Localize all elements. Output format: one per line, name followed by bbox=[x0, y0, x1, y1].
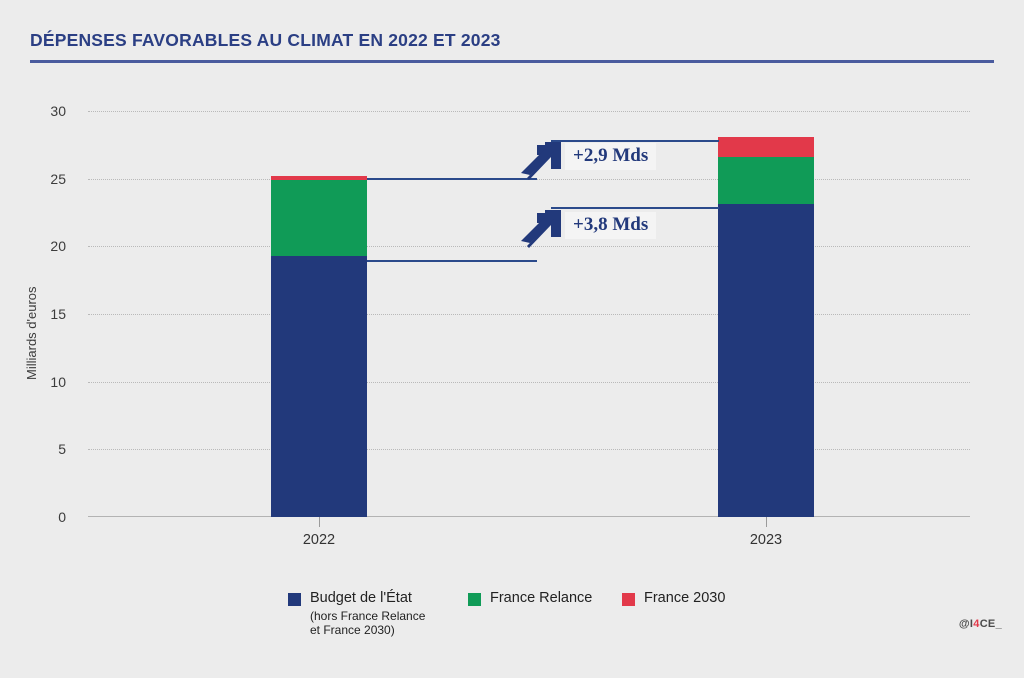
y-tick-label-5: 5 bbox=[58, 441, 66, 458]
bar-segment-2023-france2030[interactable] bbox=[718, 136, 814, 157]
chart-title: DÉPENSES FAVORABLES AU CLIMAT EN 2022 ET… bbox=[30, 30, 501, 50]
plot-area bbox=[88, 111, 970, 517]
y-tick-label-30: 30 bbox=[50, 103, 66, 119]
watermark-i4ce: @I4CE_ bbox=[959, 618, 1002, 630]
annotation-top-baseline bbox=[367, 178, 537, 180]
bar-segment-2022-budget[interactable] bbox=[271, 255, 367, 517]
y-tick-label-15: 15 bbox=[50, 306, 66, 322]
y-axis-labels: 30 25 20 15 10 5 0 bbox=[0, 103, 78, 525]
legend-swatch-france2030 bbox=[622, 593, 635, 606]
y-tick-label-25: 25 bbox=[50, 170, 66, 187]
annotation-label-bottom: +3,8 Mds bbox=[565, 212, 657, 239]
bar-segment-2023-budget[interactable] bbox=[718, 204, 814, 517]
legend-label-budget: Budget de l'État bbox=[310, 590, 412, 606]
x-tick-2023 bbox=[766, 517, 767, 527]
watermark-highlight: 4 bbox=[973, 618, 980, 630]
legend-sublabel-budget: (hors France Relance et France 2030) bbox=[310, 609, 426, 637]
x-axis-baseline bbox=[88, 516, 970, 517]
bar-segment-2023-relance[interactable] bbox=[718, 157, 814, 205]
bar-segment-2022-relance[interactable] bbox=[271, 180, 367, 256]
x-tick-2022 bbox=[319, 517, 320, 527]
y-tick-label-20: 20 bbox=[50, 238, 66, 255]
x-axis-label-2023: 2023 bbox=[749, 532, 783, 548]
watermark-suffix: CE_ bbox=[979, 618, 1002, 630]
annotation-top-targetline bbox=[551, 140, 719, 142]
legend-swatch-relance bbox=[468, 593, 481, 606]
annotation-bottom-targetline bbox=[551, 207, 719, 209]
title-underline bbox=[30, 60, 994, 63]
watermark-prefix: @I bbox=[958, 618, 974, 630]
legend-label-relance: France Relance bbox=[490, 590, 593, 606]
legend-swatch-budget bbox=[288, 593, 301, 606]
annotation-label-top: +2,9 Mds bbox=[565, 143, 657, 170]
gridline-30 bbox=[88, 111, 970, 112]
title-block: DÉPENSES FAVORABLES AU CLIMAT EN 2022 ET… bbox=[30, 30, 994, 63]
annotation-bottom-baseline bbox=[367, 260, 537, 262]
gridline-15 bbox=[88, 314, 970, 315]
arrow-up-right-icon-top bbox=[519, 140, 565, 185]
legend-label-france2030: France 2030 bbox=[644, 590, 726, 606]
y-tick-label-10: 10 bbox=[50, 373, 66, 390]
legend: Budget de l'État (hors France Relance et… bbox=[288, 590, 928, 650]
x-axis-label-2022: 2022 bbox=[302, 532, 336, 548]
gridline-10 bbox=[88, 381, 970, 383]
y-tick-label-0: 0 bbox=[58, 509, 66, 525]
arrow-up-right-icon-bottom bbox=[519, 208, 565, 253]
bar-segment-2022-france2030[interactable] bbox=[271, 175, 367, 180]
gridline-5 bbox=[88, 449, 970, 451]
